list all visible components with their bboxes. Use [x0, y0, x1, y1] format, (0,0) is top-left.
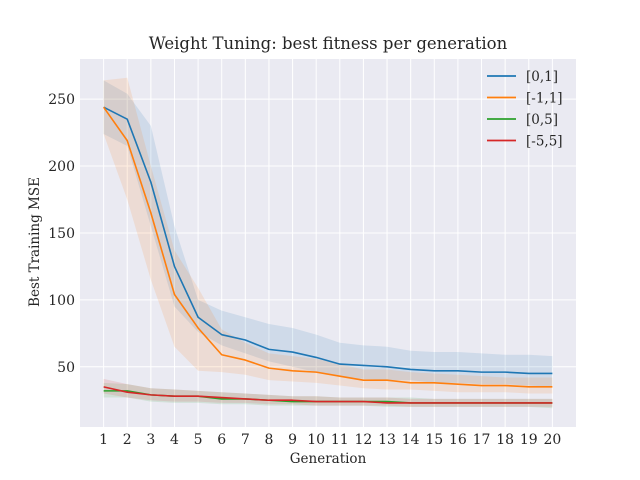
legend-label: [-1,1] [526, 91, 563, 107]
x-tick-label: 20 [543, 432, 561, 448]
x-tick-label: 7 [241, 432, 250, 448]
x-tick-label: 14 [402, 432, 420, 448]
legend: [0,1] [-1,1] [0,5] [-5,5] [487, 69, 563, 150]
x-tick-label: 15 [425, 432, 443, 448]
y-axis-ticks: 50 100 150 200 250 [48, 92, 75, 376]
x-tick-label: 9 [288, 432, 297, 448]
x-tick-label: 5 [194, 432, 203, 448]
confidence-band-0 [103, 80, 553, 387]
x-tick-label: 16 [449, 432, 467, 448]
x-tick-label: 19 [520, 432, 538, 448]
y-axis-label: Best Training MSE [27, 177, 43, 307]
grid [80, 59, 576, 427]
x-tick-label: 12 [355, 432, 373, 448]
x-axis-label: Generation [290, 451, 367, 467]
x-tick-label: 4 [170, 432, 179, 448]
series-line-1 [102, 106, 553, 388]
x-tick-label: 10 [307, 432, 325, 448]
x-tick-label: 13 [378, 432, 396, 448]
chart-title: Weight Tuning: best fitness per generati… [149, 34, 508, 53]
confidence-band-2 [103, 382, 553, 409]
x-tick-label: 1 [99, 432, 108, 448]
y-tick-label: 50 [57, 360, 75, 376]
confidence-bands [103, 77, 553, 409]
y-tick-label: 150 [48, 226, 75, 242]
legend-label: [0,1] [526, 69, 558, 85]
series-line-3 [103, 386, 553, 404]
y-tick-label: 200 [48, 159, 75, 175]
x-tick-label: 17 [473, 432, 491, 448]
series-lines [102, 106, 553, 404]
x-tick-label: 8 [264, 432, 273, 448]
series-line-0 [103, 106, 553, 375]
confidence-band-3 [103, 378, 553, 407]
x-tick-label: 3 [146, 432, 155, 448]
legend-label: [-5,5] [526, 134, 563, 150]
y-tick-label: 100 [48, 293, 75, 309]
y-tick-label: 250 [48, 92, 75, 108]
x-axis-ticks: 1 2 3 4 5 6 7 8 9 10 11 12 13 14 15 16 17 18 19 20 [99, 432, 561, 448]
plot-area [80, 59, 576, 427]
legend-label: [0,5] [526, 112, 558, 128]
x-tick-label: 6 [217, 432, 226, 448]
x-tick-label: 11 [331, 432, 349, 448]
x-tick-label: 18 [496, 432, 514, 448]
x-tick-label: 2 [123, 432, 132, 448]
